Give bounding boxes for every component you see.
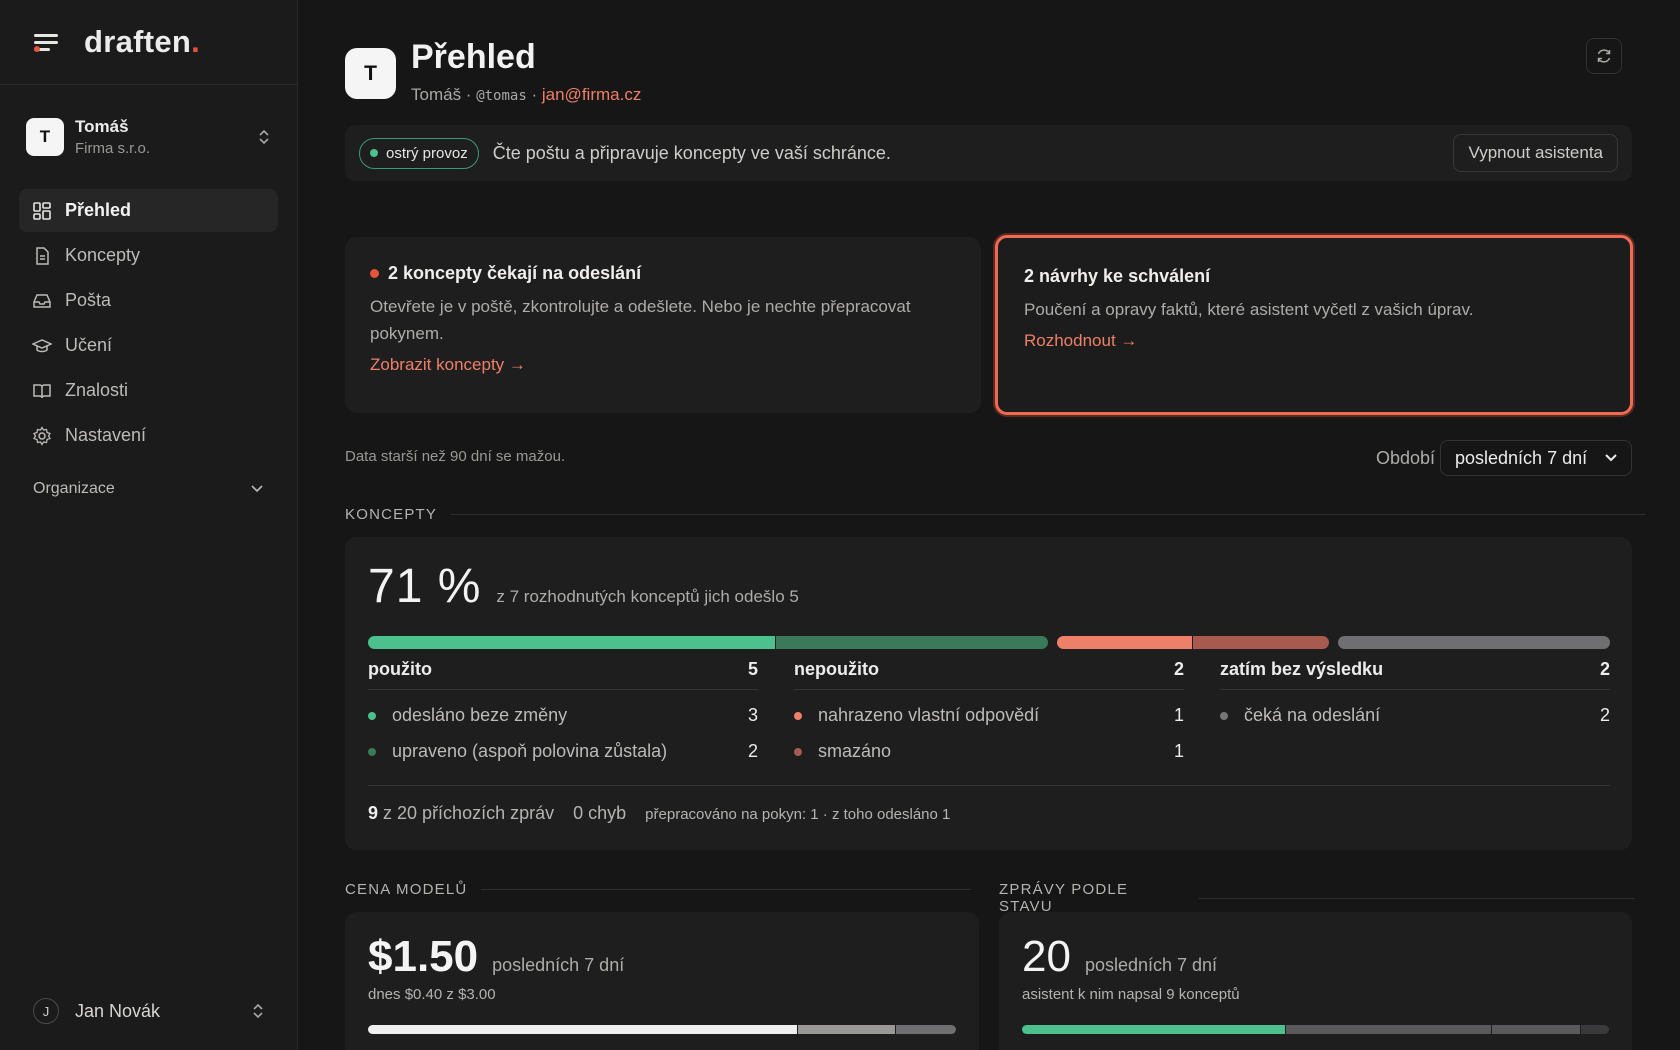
pending-drafts-notice: 2 koncepty čekají na odeslání Otevřete j… [345,237,981,413]
main-content: T Přehled Tomáš · @tomas · jan@firma.cz … [345,0,1647,1050]
page-subtitle: Tomáš · @tomas · jan@firma.cz [411,85,642,104]
notice-body: Otevřete je v poště, zkontrolujte a odeš… [370,297,911,343]
section-heading-concepts: KONCEPTY [345,506,1647,523]
retention-note: Data starší než 90 dní se mažou. [345,448,566,465]
sidebar-item-koncepty[interactable]: Koncepty [19,234,278,277]
model-cost-card: $1.50 posledních 7 dní dnes $0.40 z $3.0… [345,912,979,1050]
sidebar-item-nastaveni[interactable]: Nastavení [19,414,278,457]
section-heading-model-cost: CENA MODELŮ [345,881,972,898]
concepts-breakdown-bar [368,636,1610,649]
organization-label: Organizace [33,480,115,497]
status-badge: ostrý provoz [359,137,479,169]
model-cost-period: posledních 7 dní [492,955,625,975]
model-cost-value: $1.50 [368,932,479,981]
chevron-down-icon [1605,454,1617,462]
sidebar-item-znalosti[interactable]: Znalosti [19,369,278,412]
refresh-button[interactable] [1586,38,1622,74]
user-name: Jan Novák [75,1000,161,1021]
account-switcher[interactable]: T Tomáš Firma s.r.o. [0,85,297,189]
bar-segment-deleted [1193,636,1329,649]
logo-row: draften. [0,0,297,85]
notice-body: Poučení a opravy faktů, které asistent v… [1024,300,1474,319]
assistant-status-bar: ostrý provoz Čte poštu a připravuje konc… [345,125,1632,181]
sidebar: draften. T Tomáš Firma s.r.o. Přehled Ko… [0,0,298,1050]
sidebar-item-label: Pošta [65,290,112,310]
sidebar-item-prehled[interactable]: Přehled [19,189,278,232]
list-item: nahrazeno vlastní odpovědí 1 [794,705,1184,726]
user-menu[interactable]: J Jan Novák [33,998,265,1024]
concepts-summary: 9 z 20 příchozích zpráv 0 chyb přepracov… [368,785,1610,824]
inbox-icon [33,293,51,308]
bar-segment-pending [1338,636,1610,649]
messages-period: posledních 7 dní [1084,955,1218,975]
sidebar-item-label: Koncepty [65,245,141,265]
refresh-icon [1597,49,1611,63]
column-unused: nepoužito 2 nahrazeno vlastní odpovědí 1 s… [794,659,1184,762]
chevron-updown-icon [253,1003,263,1019]
concepts-card: 71 % z 7 rozhodnutých konceptů jich odeš… [345,537,1632,850]
sidebar-nav: Přehled Koncepty Pošta Učení Znalosti Na… [0,189,297,457]
page-header: T Přehled Tomáš · @tomas · jan@firma.cz [345,0,1635,120]
period-select[interactable]: posledních 7 dní [1440,440,1632,476]
sidebar-item-uceni[interactable]: Učení [19,324,278,367]
list-item: upraveno (aspoň polovina zůstala) 2 [368,741,758,762]
menu-icon[interactable] [34,32,58,52]
concepts-percent: 71 % [368,560,482,613]
dashboard-icon [33,201,51,220]
alert-dot-icon [370,269,379,278]
list-item: smazáno 1 [794,741,1184,762]
page-avatar: T [345,48,396,99]
model-cost-today: dnes $0.40 z $3.00 [368,986,496,1003]
list-item: čeká na odeslání 2 [1220,705,1610,726]
messages-bar [1022,1025,1609,1034]
decide-link[interactable]: Rozhodnout → [1024,331,1138,350]
sidebar-item-label: Nastavení [65,425,147,445]
bar-segment-edited [776,636,1048,649]
user-email-link[interactable]: jan@firma.cz [541,85,642,104]
chevron-updown-icon [257,127,271,147]
concepts-desc: z 7 rozhodnutých konceptů jich odešlo 5 [496,587,799,606]
messages-count: 20 [1022,932,1071,981]
messages-card: 20 posledních 7 dní asistent k nim napsa… [999,912,1632,1050]
notice-title: 2 návrhy ke schválení [1024,266,1211,286]
sidebar-item-label: Učení [65,335,113,355]
chevron-down-icon [251,485,263,493]
approval-proposals-notice: 2 návrhy ke schválení Poučení a opravy f… [995,235,1633,415]
bar-segment-replaced [1057,636,1192,649]
column-no-result: zatím bez výsledku 2 čeká na odeslání 2 [1220,659,1610,726]
section-heading-messages: ZPRÁVY PODLE STAVU [999,881,1635,915]
period-selected-value: posledních 7 dní [1455,447,1588,468]
brand-logo: draften. [84,24,201,59]
account-name: Tomáš [75,117,129,136]
sidebar-item-label: Přehled [65,200,132,220]
column-used: použito 5 odesláno beze změny 3 upraveno (… [368,659,758,762]
bar-segment-sent-unchanged [368,636,775,649]
disable-assistant-button[interactable]: Vypnout asistenta [1453,134,1618,172]
page-title: Přehled [411,38,536,76]
show-drafts-link[interactable]: Zobrazit koncepty → [370,355,526,374]
list-item: odesláno beze změny 3 [368,705,758,726]
user-handle: @tomas [476,88,527,104]
account-avatar: T [26,118,64,156]
gear-icon [33,425,51,446]
account-org: Firma s.r.o. [75,140,151,157]
sidebar-item-posta[interactable]: Pošta [19,279,278,322]
book-icon [33,383,51,398]
model-cost-bar [368,1025,956,1034]
messages-sub: asistent k nim napsal 9 konceptů [1022,986,1240,1003]
notice-title: 2 koncepty čekají na odeslání [370,263,956,284]
organization-section-toggle[interactable]: Organizace [0,475,297,503]
document-icon [36,246,49,265]
sidebar-item-label: Znalosti [65,380,129,400]
graduation-cap-icon [32,338,52,352]
user-avatar: J [33,998,59,1024]
period-label: Období [1375,448,1435,468]
status-text: Čte poštu a připravuje koncepty ve vaší … [492,142,891,163]
